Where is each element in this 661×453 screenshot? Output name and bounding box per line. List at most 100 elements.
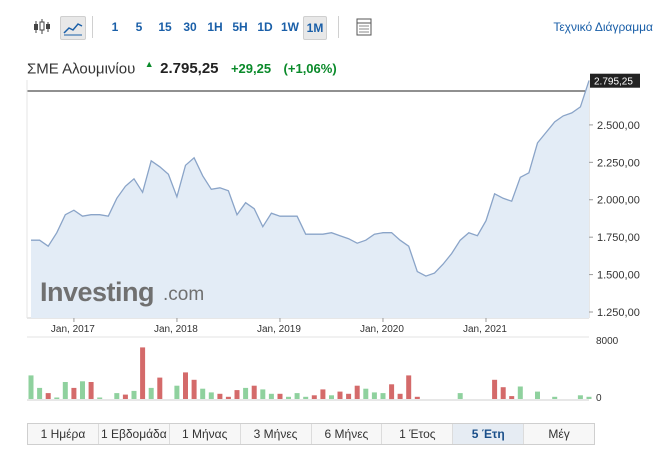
volume-bar: [371, 392, 377, 399]
volume-bar: [62, 382, 68, 399]
volume-y-axis: 8000 0: [596, 336, 619, 404]
volume-bar: [157, 377, 163, 399]
volume-bar: [286, 396, 291, 399]
volume-bar: [414, 396, 420, 399]
volume-bars: [28, 347, 592, 400]
price-area-series: [31, 80, 590, 318]
technical-chart-link[interactable]: Τεχνικό Διάγραμμα: [553, 20, 653, 34]
period-max[interactable]: Μέγ: [548, 427, 570, 441]
interval-5[interactable]: 5: [135, 20, 143, 34]
period-1-week[interactable]: 1 Εβδομάδα: [99, 424, 170, 444]
volume-bar: [363, 388, 369, 399]
volume-tick-label: 8000: [596, 336, 619, 347]
volume-bar: [492, 379, 498, 399]
price-area-fill: [31, 80, 589, 318]
period-1-month[interactable]: 1 Μήνας: [170, 424, 241, 444]
price-change-percent: (+1,06%): [283, 61, 337, 77]
volume-bar: [191, 379, 197, 399]
x-tick-label: Jan, 2018: [154, 324, 198, 335]
volume-bar: [517, 386, 523, 399]
volume-bar: [114, 393, 120, 399]
volume-bar: [389, 384, 395, 400]
volume-bar: [277, 393, 283, 399]
volume-bar: [183, 372, 188, 399]
volume-bar: [311, 395, 317, 399]
volume-bar: [200, 388, 206, 399]
interval-1[interactable]: 1: [111, 20, 119, 34]
volume-bar: [97, 397, 103, 399]
chart-toolbar: 1 5 15 30 1H 5H 1D 1W 1M Τεχνικό Διάγραμ…: [0, 0, 661, 44]
interval-5h[interactable]: 5H: [232, 20, 248, 34]
volume-bar: [71, 387, 77, 399]
volume-bar: [552, 396, 558, 399]
volume-bar: [260, 389, 266, 399]
volume-bar: [397, 393, 403, 399]
interval-30[interactable]: 30: [183, 20, 197, 34]
volume-bar: [88, 382, 94, 399]
price-chart: 1.250,00 1.500,00 1.750,00 2.000,00 2.250,00…: [26, 73, 640, 404]
volume-bar: [251, 385, 257, 399]
area-chart-icon[interactable]: [60, 16, 86, 40]
volume-bar: [268, 393, 274, 399]
volume-bar: [140, 347, 146, 399]
volume-bar: [208, 392, 214, 399]
volume-bar: [329, 395, 334, 399]
interval-1m[interactable]: 1M: [303, 16, 327, 40]
table-icon[interactable]: [352, 16, 376, 38]
volume-tick-label: 0: [596, 393, 602, 404]
watermark-suffix: .com: [163, 284, 204, 305]
last-price: 2.795,25: [160, 60, 219, 78]
y-tick-label: 1.500,00: [597, 270, 640, 282]
period-1-day[interactable]: 1 Ημέρα: [28, 424, 99, 444]
price-y-axis: 1.250,00 1.500,00 1.750,00 2.000,00 2.250,00…: [589, 120, 640, 319]
x-tick-label: Jan, 2017: [51, 324, 95, 335]
toolbar-separator: [338, 16, 339, 38]
period-selector: 1 Ημέρα 1 Εβδομάδα 1 Μήνας 3 Μήνες 6 Μήν…: [27, 423, 595, 445]
volume-bar: [500, 387, 506, 399]
interval-1w[interactable]: 1W: [281, 20, 299, 34]
last-price-marker: 2.795,25: [590, 73, 640, 88]
instrument-name: ΣΜΕ Αλουμινίου: [27, 60, 136, 78]
volume-bar: [131, 390, 137, 399]
candlestick-icon[interactable]: [30, 16, 54, 38]
x-tick-label: Jan, 2021: [463, 324, 507, 335]
y-tick-label: 1.250,00: [597, 307, 640, 319]
volume-bar: [243, 387, 249, 399]
watermark-brand: Investing: [40, 277, 154, 307]
y-tick-label: 2.000,00: [597, 195, 640, 207]
volume-bar: [535, 391, 540, 399]
volume-bar: [303, 396, 309, 399]
volume-bar: [509, 396, 515, 399]
volume-bar: [586, 396, 592, 399]
y-tick-label: 2.500,00: [597, 120, 640, 132]
x-tick-label: Jan, 2019: [257, 324, 301, 335]
interval-1d[interactable]: 1D: [257, 20, 273, 34]
period-5-years[interactable]: 5 Έτη: [453, 424, 525, 444]
volume-bar: [45, 393, 51, 399]
last-price-badge: [590, 73, 640, 88]
volume-bar: [346, 393, 352, 399]
volume-bar: [577, 395, 583, 399]
period-3-months[interactable]: 3 Μήνες: [241, 424, 312, 444]
period-6-months[interactable]: 6 Μήνες: [312, 424, 383, 444]
x-tick-label: Jan, 2020: [360, 324, 404, 335]
price-line: [31, 80, 590, 277]
price-change: +29,25: [230, 61, 272, 77]
y-tick-label: 1.750,00: [597, 232, 640, 244]
volume-bar: [406, 375, 412, 399]
volume-bar: [122, 394, 128, 399]
volume-bar: [28, 375, 34, 399]
volume-bar: [217, 393, 223, 399]
volume-bar: [457, 393, 463, 399]
toolbar-separator: [92, 16, 93, 38]
interval-1h[interactable]: 1H: [207, 20, 223, 34]
volume-bar: [234, 390, 240, 399]
investing-watermark: Investing .com: [40, 277, 204, 307]
time-x-axis: Jan, 2017 Jan, 2018 Jan, 2019 Jan, 2020 Jan,…: [51, 318, 507, 335]
y-tick-label: 2.250,00: [597, 157, 640, 169]
interval-15[interactable]: 15: [158, 20, 172, 34]
volume-bar: [354, 385, 360, 399]
period-1-year[interactable]: 1 Έτος: [382, 424, 454, 444]
volume-bar: [380, 393, 386, 399]
volume-bar: [148, 387, 154, 399]
